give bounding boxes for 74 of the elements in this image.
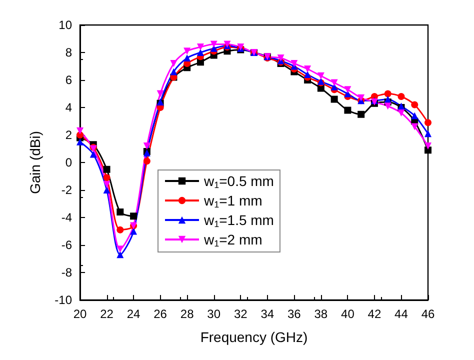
point xyxy=(277,54,284,62)
point xyxy=(116,246,124,253)
point xyxy=(184,48,191,55)
point xyxy=(384,102,392,110)
point xyxy=(184,54,191,62)
point xyxy=(344,106,352,114)
y-tick-label: 8 xyxy=(65,46,72,60)
point xyxy=(330,96,338,103)
point xyxy=(103,174,110,182)
point xyxy=(317,84,324,92)
x-tick-label: 22 xyxy=(100,307,114,321)
point xyxy=(130,228,138,235)
point xyxy=(116,208,124,216)
point xyxy=(103,181,110,188)
point xyxy=(358,110,365,118)
point xyxy=(411,112,418,120)
point xyxy=(76,127,84,134)
x-tick-label: 34 xyxy=(260,307,274,321)
point xyxy=(116,226,124,234)
y-tick-label: -10 xyxy=(54,293,72,307)
x-axis-title: Frequency (GHz) xyxy=(200,329,308,345)
x-tick-label: 30 xyxy=(207,307,221,321)
point xyxy=(103,186,110,194)
y-tick-label: 0 xyxy=(65,156,72,170)
point xyxy=(424,146,432,154)
x-tick-label: 20 xyxy=(73,307,87,321)
y-tick-label: 6 xyxy=(65,73,72,87)
x-tick-label: 32 xyxy=(234,307,248,321)
x-tick-label: 36 xyxy=(287,307,302,321)
y-axis-title: Gain (dBi) xyxy=(27,130,43,194)
point xyxy=(384,90,392,98)
point xyxy=(210,40,218,48)
x-tick-label: 28 xyxy=(180,307,194,321)
point xyxy=(330,79,338,86)
x-tick-label: 38 xyxy=(314,307,328,321)
point xyxy=(196,49,204,56)
point xyxy=(143,142,150,150)
x-tick-label: 46 xyxy=(421,307,435,321)
y-tick-label: -6 xyxy=(61,238,72,252)
y-tick-label: 10 xyxy=(58,18,72,32)
point xyxy=(411,123,418,130)
y-tick-label: 4 xyxy=(65,100,72,114)
point xyxy=(358,94,365,102)
point xyxy=(344,86,352,94)
point xyxy=(156,90,164,98)
point xyxy=(317,72,324,80)
y-tick-label: -8 xyxy=(61,266,72,280)
point xyxy=(424,130,432,138)
x-tick-label: 44 xyxy=(394,307,408,321)
point xyxy=(384,96,392,103)
point xyxy=(398,93,405,100)
x-tick-label: 42 xyxy=(368,307,382,321)
y-tick-label: -4 xyxy=(61,210,72,224)
point xyxy=(398,110,405,116)
point xyxy=(304,71,312,78)
x-tick-label: 26 xyxy=(154,307,168,321)
point xyxy=(103,166,110,173)
point xyxy=(170,60,178,67)
point xyxy=(424,142,432,150)
point xyxy=(90,150,97,158)
point xyxy=(76,138,84,146)
y-tick-label: 2 xyxy=(65,128,72,142)
point xyxy=(116,251,124,258)
point xyxy=(196,44,204,50)
point xyxy=(143,158,150,165)
x-tick-label: 24 xyxy=(126,307,141,321)
point xyxy=(304,66,312,72)
point xyxy=(290,60,298,67)
point xyxy=(130,212,138,220)
point xyxy=(411,101,418,108)
y-tick-label: -2 xyxy=(61,183,72,197)
point xyxy=(170,68,178,76)
x-tick-label: 40 xyxy=(341,307,355,321)
point xyxy=(424,119,432,126)
